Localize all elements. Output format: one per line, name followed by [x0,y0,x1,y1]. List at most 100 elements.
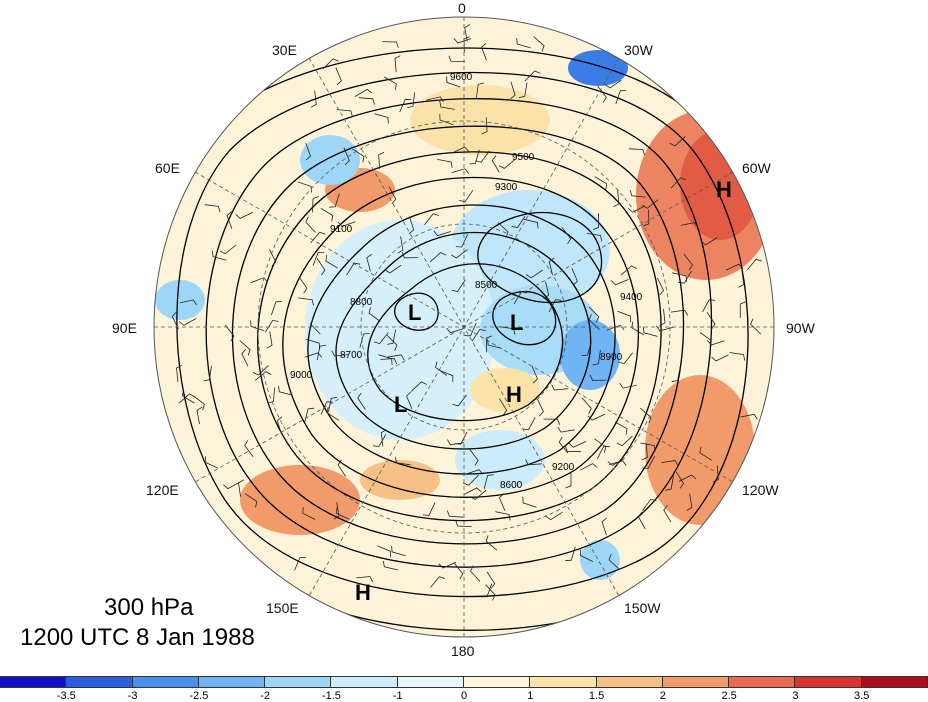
wind-barb [171,311,179,330]
wind-barb [433,230,451,237]
wind-barb [383,560,398,571]
wind-barb [548,257,555,276]
wind-barb [225,324,235,342]
colorbar-tick-label: -2.5 [189,690,209,702]
lon-label-120e: 120E [146,482,179,498]
wind-barb [298,276,308,294]
wind-barb [640,442,656,452]
wind-barb [312,252,325,266]
wind-barb [333,502,340,520]
wind-barb [399,98,412,113]
wind-barb [455,234,468,248]
wind-barb [387,354,405,361]
wind-barb [410,381,427,392]
wind-barb [176,364,182,382]
colorbar-cell [463,677,531,687]
wind-barb [497,222,509,238]
wind-barb [746,258,762,271]
colorbar-cell [331,677,398,687]
wind-barb [481,42,487,61]
wind-barb [671,366,681,383]
wind-barb [354,88,373,97]
wind-barb [451,279,466,292]
colorbar-tick-label: -1 [392,690,403,702]
wind-barb [406,391,413,410]
wind-barb [465,469,484,475]
wind-barb [384,264,402,274]
wind-barb [203,365,212,382]
colorbar [0,676,928,688]
lon-label-150e: 150E [266,600,299,616]
wind-barb [298,297,314,306]
wind-barb [408,216,415,235]
colorbar-cell [66,677,133,687]
wind-barb [619,382,637,389]
wind-barb [448,55,466,62]
wind-barb [430,576,446,588]
contour-label: 8600 [500,480,523,491]
wind-barb [316,344,326,360]
wind-barb [491,155,500,173]
wind-barb [533,36,545,52]
colorbar-tick-label: -3 [127,690,138,702]
wind-barb [368,307,381,322]
wind-barb [271,301,282,316]
wind-barb [223,481,241,490]
map-border [153,16,775,638]
center-marker: L [394,392,407,417]
wind-barb [604,79,622,89]
wind-barb [366,253,372,272]
wind-barb [548,299,562,313]
contour-label: 9600 [450,72,473,83]
lon-label-120w: 120W [742,482,779,498]
contour-label: 9000 [290,370,313,381]
wind-barb [464,24,471,42]
wind-barb [193,395,205,411]
wind-barb [545,511,563,521]
contour-label: 9100 [330,224,353,235]
wind-barb [250,320,265,332]
colorbar-cell [530,677,597,687]
wind-barb [523,218,539,229]
height-contours [154,47,774,631]
wind-barb [311,196,319,213]
wind-barb [712,465,719,483]
wind-barb [310,90,317,108]
wind-barb [439,370,454,382]
wind-barb [310,318,321,335]
wind-barb [244,493,258,508]
contour-label: 9200 [552,462,575,473]
wind-barb [439,114,454,126]
wind-barb [264,319,279,333]
wind-barb [518,82,528,98]
wind-barb [310,231,326,244]
wind-barb [429,252,447,263]
wind-barb [219,244,237,255]
wind-barb [525,459,543,466]
wind-barb [610,279,629,286]
wind-barb [391,545,406,557]
colorbar-tick-label: 2 [659,690,666,702]
wind-barb [739,301,747,319]
contour-label: 9500 [512,152,535,163]
wind-barb [579,549,594,562]
wind-barb [470,565,481,582]
wind-barb [212,250,227,261]
wind-barb [594,176,608,190]
wind-barb [680,222,699,228]
wind-barb [407,92,415,109]
pressure-centers: H L L L H H [355,177,732,605]
wind-barb [642,456,656,469]
wind-barb [640,407,652,424]
wind-barb [469,489,487,500]
wind-barb [617,310,632,323]
wind-barb [568,441,587,448]
wind-barb [196,406,203,425]
lon-label-60e: 60E [155,160,180,176]
colorbar-tick-label: 2.5 [721,690,737,702]
wind-barb [455,520,472,527]
wind-barb [642,326,658,337]
map-level-title: 300 hPa [104,594,194,621]
wind-barb [356,576,374,583]
contour-label: 8800 [350,297,373,308]
